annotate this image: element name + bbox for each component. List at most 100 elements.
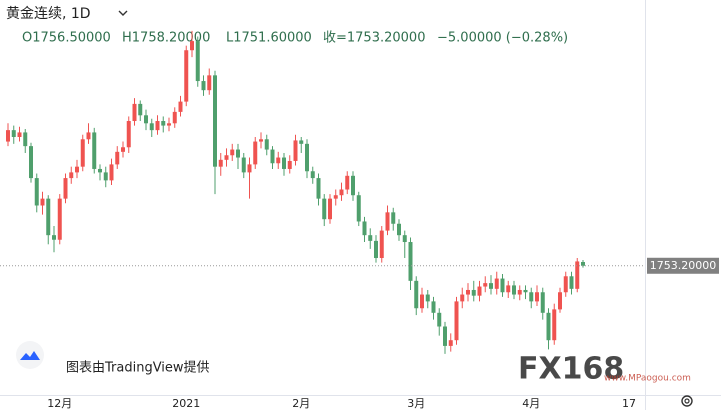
candle-body [236,149,240,158]
candle-body [46,198,51,236]
candle-body [581,262,585,266]
candle-body [287,160,292,169]
candle-body [563,276,568,293]
candle-body [558,292,562,310]
candle-body [80,139,85,167]
candle-body [540,292,545,313]
candle-body [29,146,33,179]
dropdown-icon[interactable] [118,10,128,16]
candle-body [86,132,91,140]
candle-body [11,130,16,137]
candle-body [431,301,436,313]
candle-body [293,140,298,161]
candle-body [144,115,148,124]
ohlc-label: O1756.50000 [22,31,111,46]
candle-body [259,139,263,142]
candle-body [92,132,97,169]
candle-body [224,155,229,160]
candle-body [241,157,246,173]
candle-body [172,111,177,124]
ohlc-label: 收=1753.20000 [323,31,425,46]
x-tick-label: 12月 [47,397,72,410]
candle-body [328,198,332,220]
candle-body [489,283,493,289]
candle-body [6,130,10,142]
price-label: 1753.20000 [650,259,716,272]
candle-body [201,81,206,91]
candle-body [121,147,125,152]
candle-body [420,294,424,309]
candle-body [546,312,551,341]
x-tick-label: 4月 [522,397,540,410]
candle-body [483,283,488,287]
candle-body [195,41,200,82]
chart-title: 黄金连续, 1D [6,5,91,22]
candle-body [34,178,39,206]
candle-body [535,292,539,302]
candle-body [385,212,390,231]
candle-body [575,261,580,289]
candle-body [57,198,62,240]
candle-body [517,289,522,295]
candle-body [466,289,470,295]
candle-body [477,286,482,296]
candle-body [437,312,442,327]
candle-body [333,195,338,199]
candle-body [305,143,309,172]
candle-body [402,235,407,243]
candle-body [276,157,281,164]
candle-body [184,50,189,102]
candle-body [155,121,160,131]
candle-body [414,280,419,309]
candle-body [523,289,528,293]
ohlc-label: H1758.20000 [122,31,210,46]
price-label-bg [647,257,719,274]
candle-body [40,198,45,206]
candle-body [512,285,516,295]
candle-body [161,121,166,126]
ohlc-label: −5.00000 (−0.28%) [437,31,568,46]
settings-icon[interactable] [681,395,693,407]
candle-body [351,175,355,196]
x-tick-label: 17 [622,397,636,410]
x-tick-label: 3月 [407,397,425,410]
candle-body [103,172,108,181]
x-tick-label: 2月 [292,397,310,410]
candle-body [368,235,373,241]
candle-body [529,292,534,302]
candle-body [167,123,171,126]
candle-body [552,309,557,341]
candle-body [126,121,131,148]
tv-logo-bg [16,341,44,369]
candle-body [471,289,476,296]
tv-logo [20,351,40,360]
candle-body [425,294,430,302]
candle-body [282,157,286,169]
candle-body [316,178,321,199]
candle-body [115,151,120,165]
candle-body [138,103,143,116]
candle-body [443,326,447,346]
candle-body [345,175,350,190]
candle-body [132,103,137,122]
x-tick-label: 2021 [172,397,200,410]
candle-body [17,132,22,137]
candle-body [178,101,183,112]
candle-body [460,294,465,302]
candle-body [494,278,499,289]
candle-body [218,159,223,167]
candle-body [448,340,453,346]
candle-body [374,240,378,259]
candle-body [339,189,344,196]
candle-body [454,301,459,341]
logo: FX168 [518,352,624,387]
candle-body [569,276,574,289]
candle-body [270,149,275,164]
candle-body [356,195,361,222]
candle-body [98,168,102,173]
candle-body [69,172,74,179]
ohlc-label: L1751.60000 [226,31,312,46]
candle-body [322,198,327,220]
candle-body [63,178,68,199]
logo-site: www.MPaogou.com [604,374,691,384]
